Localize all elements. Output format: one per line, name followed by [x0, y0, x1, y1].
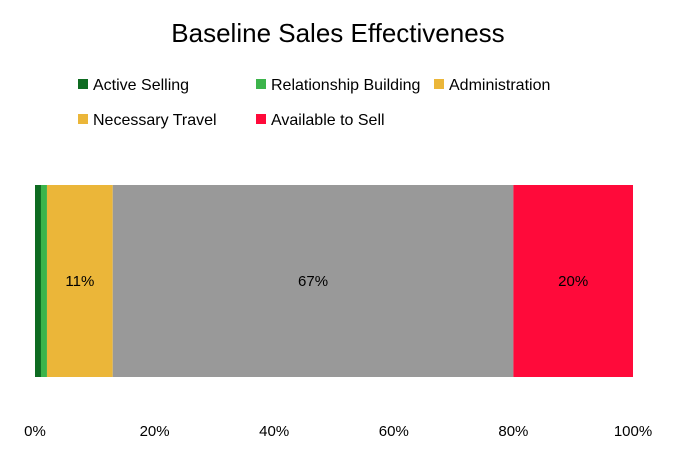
x-axis-ticks: 0% 20% 40% 60% 80% 100%	[24, 423, 652, 440]
bar-segment-necessary-travel	[112, 185, 514, 377]
chart-title: Baseline Sales Effectiveness	[171, 18, 504, 48]
legend-swatch	[434, 79, 444, 89]
x-tick-label: 60%	[379, 423, 409, 440]
bar-segments	[35, 185, 633, 377]
bar-segment-active-selling	[35, 185, 41, 377]
bar-segment-available-to-sell	[513, 185, 633, 377]
legend-item-relationship-building: Relationship Building	[256, 77, 420, 94]
x-tick-label: 80%	[498, 423, 528, 440]
legend-item-active-selling: Active Selling	[78, 77, 189, 94]
bar-segment-relationship-building	[40, 185, 47, 377]
legend-swatch	[78, 114, 88, 124]
data-label-administration: 11%	[65, 273, 94, 290]
legend-item-administration: Administration	[434, 77, 550, 94]
data-label-necessary-travel: 67%	[298, 273, 328, 290]
legend-label: Administration	[449, 77, 550, 94]
legend-swatch	[78, 79, 88, 89]
data-labels: 11% 67% 20%	[65, 273, 588, 290]
bar-segment-administration	[46, 185, 113, 377]
x-tick-label: 20%	[140, 423, 170, 440]
x-tick-label: 40%	[259, 423, 289, 440]
legend-swatch	[256, 79, 266, 89]
legend-label: Available to Sell	[271, 112, 385, 129]
chart-legend: Active Selling Relationship Building Admin…	[78, 77, 550, 129]
legend-swatch	[256, 114, 266, 124]
x-tick-label: 0%	[24, 423, 46, 440]
x-tick-label: 100%	[614, 423, 652, 440]
data-label-available-to-sell: 20%	[558, 273, 588, 290]
legend-label: Necessary Travel	[93, 112, 217, 129]
legend-item-available-to-sell: Available to Sell	[256, 112, 385, 129]
legend-label: Active Selling	[93, 77, 189, 94]
legend-label: Relationship Building	[271, 77, 420, 94]
legend-item-necessary-travel: Necessary Travel	[78, 112, 217, 129]
